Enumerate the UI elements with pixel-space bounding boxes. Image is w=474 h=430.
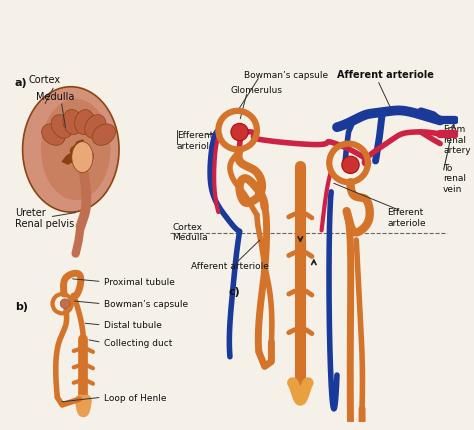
Text: Bowman’s capsule: Bowman’s capsule <box>104 300 188 308</box>
Text: Cortex: Cortex <box>28 75 61 85</box>
Text: Afferent arteriole: Afferent arteriole <box>191 261 269 270</box>
Text: Efferent
arteriole: Efferent arteriole <box>387 208 426 227</box>
Ellipse shape <box>51 115 73 139</box>
Text: Efferent
arteriole: Efferent arteriole <box>177 131 216 150</box>
Text: From
renal
artery: From renal artery <box>443 125 471 155</box>
Text: Cortex: Cortex <box>172 223 202 231</box>
Ellipse shape <box>92 125 116 146</box>
Text: Renal pelvis: Renal pelvis <box>15 218 74 228</box>
Text: b): b) <box>15 301 28 311</box>
Text: Medulla: Medulla <box>36 92 74 102</box>
Ellipse shape <box>42 125 65 146</box>
Text: Ureter: Ureter <box>15 208 46 218</box>
Ellipse shape <box>75 111 94 135</box>
Text: Proximal tubule: Proximal tubule <box>104 277 174 286</box>
Polygon shape <box>62 141 93 165</box>
Ellipse shape <box>72 142 93 173</box>
Ellipse shape <box>41 100 110 200</box>
Circle shape <box>60 299 70 309</box>
Ellipse shape <box>63 111 82 135</box>
Text: Distal tubule: Distal tubule <box>104 321 162 330</box>
Text: Afferent arteriole: Afferent arteriole <box>337 70 434 80</box>
Ellipse shape <box>85 115 106 139</box>
Circle shape <box>342 157 359 174</box>
Text: Collecting duct: Collecting duct <box>104 338 172 347</box>
Text: Bowman’s capsule: Bowman’s capsule <box>245 71 328 80</box>
Text: c): c) <box>229 286 241 296</box>
Text: Medulla: Medulla <box>172 232 208 241</box>
Text: Loop of Henle: Loop of Henle <box>104 393 166 402</box>
Text: a): a) <box>15 78 27 88</box>
Circle shape <box>231 124 248 141</box>
Text: Glomerulus: Glomerulus <box>231 86 283 95</box>
Text: To
renal
vein: To renal vein <box>443 163 466 193</box>
Ellipse shape <box>23 88 119 212</box>
